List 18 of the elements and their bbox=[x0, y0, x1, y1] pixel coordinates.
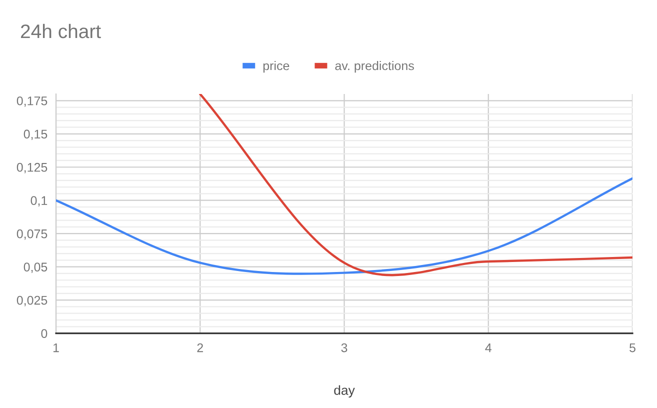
y-tick-label: 0,175 bbox=[16, 96, 48, 107]
chart-title: 24h chart bbox=[20, 24, 101, 38]
x-axis-title: day bbox=[334, 385, 355, 398]
line-series bbox=[56, 177, 632, 275]
y-tick-label: 0,075 bbox=[16, 229, 48, 240]
legend-label: price bbox=[263, 61, 290, 73]
x-tick-label: 3 bbox=[341, 343, 348, 352]
y-tick-label: 0 bbox=[41, 329, 48, 338]
x-tick-label: 2 bbox=[197, 343, 203, 352]
y-tick-label: 0,1 bbox=[30, 196, 48, 206]
y-tick-label: 0,125 bbox=[16, 162, 48, 174]
x-tick-label: 4 bbox=[485, 343, 492, 352]
legend-label: av. predictions bbox=[335, 61, 414, 73]
x-tick-label: 1 bbox=[53, 343, 59, 352]
y-tick-label: 0,05 bbox=[24, 262, 48, 273]
x-tick-label: 5 bbox=[630, 343, 636, 352]
y-tick-label: 0,15 bbox=[24, 130, 48, 140]
y-tick-label: 0,025 bbox=[16, 296, 48, 306]
